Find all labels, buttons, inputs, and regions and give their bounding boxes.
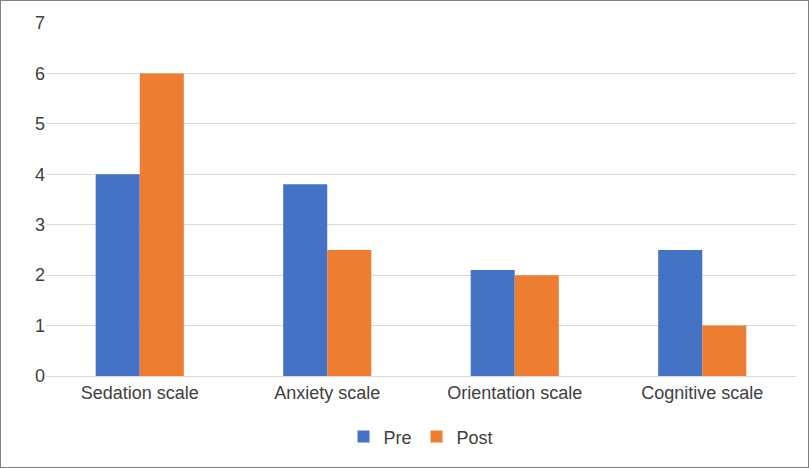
svg-text:Cognitive scale: Cognitive scale xyxy=(641,383,763,403)
svg-text:5: 5 xyxy=(35,114,45,134)
svg-text:Pre: Pre xyxy=(384,428,412,448)
svg-text:6: 6 xyxy=(35,64,45,84)
svg-text:Post: Post xyxy=(457,428,493,448)
svg-text:2: 2 xyxy=(35,265,45,285)
svg-text:0: 0 xyxy=(35,366,45,386)
svg-text:Sedation scale: Sedation scale xyxy=(81,383,199,403)
svg-text:4: 4 xyxy=(35,165,45,185)
svg-text:Orientation scale: Orientation scale xyxy=(447,383,582,403)
svg-text:1: 1 xyxy=(35,316,45,336)
svg-text:3: 3 xyxy=(35,215,45,235)
svg-text:Anxiety scale: Anxiety scale xyxy=(274,383,380,403)
svg-text:7: 7 xyxy=(35,13,45,33)
